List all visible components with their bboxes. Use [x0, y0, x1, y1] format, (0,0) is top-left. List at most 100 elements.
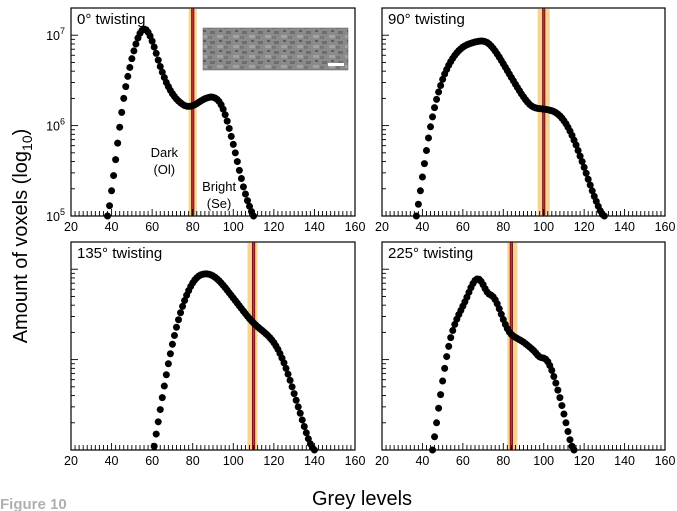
panel-title: 135° twisting [77, 245, 162, 262]
data-point [110, 172, 118, 180]
data-point [170, 331, 178, 339]
data-point [418, 173, 426, 181]
panel-225-twisting: 20 40 60 80 100 120 140 160 225° twisting [375, 241, 676, 468]
data-point [132, 40, 140, 48]
data-point [156, 63, 164, 71]
data-point [443, 353, 451, 361]
data-point [578, 158, 586, 166]
data-point [280, 359, 288, 367]
x-tick-label: 140 [304, 220, 325, 234]
y-axis-title-close: ) [10, 129, 32, 136]
x-tick-label: 140 [304, 454, 325, 468]
data-point [233, 158, 241, 166]
data-point [564, 428, 572, 436]
data-point [223, 117, 231, 125]
data-point [124, 72, 132, 80]
x-tick-label: 120 [263, 454, 284, 468]
y-axis-title: Amount of voxels (log10) [10, 129, 35, 344]
panel-title: 0° twisting [77, 11, 146, 28]
data-point [112, 156, 120, 164]
x-tick-label: 100 [533, 454, 554, 468]
phase-annotation: Dark (Ol) [151, 145, 179, 177]
data-point [235, 166, 243, 174]
x-tick-label: 80 [186, 454, 200, 468]
data-point [580, 163, 588, 171]
data-point [128, 55, 136, 63]
x-tick-label: 100 [533, 220, 554, 234]
data-point [168, 340, 176, 348]
data-point [449, 326, 457, 334]
data-point [574, 147, 582, 155]
data-point [445, 342, 453, 350]
x-tick-label: 100 [223, 454, 244, 468]
data-point [126, 63, 134, 71]
x-tick-label: 40 [415, 454, 429, 468]
data-point [286, 376, 294, 384]
x-tick-label: 80 [496, 454, 510, 468]
y-tick-label: 106 [46, 117, 65, 134]
data-point [292, 396, 300, 404]
data-point [164, 360, 172, 368]
data-point [229, 140, 237, 148]
data-point [566, 436, 574, 444]
data-point [560, 410, 568, 418]
data-point [554, 386, 562, 394]
x-tick-label: 140 [614, 454, 635, 468]
x-tick-label: 40 [105, 220, 119, 234]
data-point [497, 310, 505, 318]
data-point [439, 377, 447, 385]
data-point [175, 316, 183, 324]
phase-annotation: Bright (Se) [202, 179, 236, 211]
data-point [154, 56, 162, 64]
data-point [158, 394, 166, 402]
data-point [427, 123, 435, 131]
data-point [116, 123, 124, 131]
data-point [447, 334, 455, 342]
panel-title: 225° twisting [388, 245, 473, 262]
x-tick-label: 160 [655, 454, 676, 468]
data-point [431, 433, 439, 441]
data-point [298, 416, 306, 424]
data-point [582, 169, 590, 177]
data-point [558, 402, 566, 410]
data-point [108, 187, 116, 195]
inset-scale-bar [328, 63, 344, 66]
inset-micrograph [202, 27, 349, 71]
data-point [221, 111, 229, 119]
data-point [431, 104, 439, 112]
panel-90-twisting: 20 40 60 80 100 120 140 160 90° twisting [375, 7, 675, 234]
x-tick-label: 100 [223, 220, 244, 234]
data-point [130, 47, 138, 55]
x-tick-label: 20 [375, 220, 389, 234]
x-tick-label: 160 [345, 454, 366, 468]
x-axis-title: Grey levels [312, 488, 412, 510]
data-point [433, 95, 441, 103]
data-point [451, 320, 459, 328]
data-point [241, 190, 249, 198]
data-point [416, 187, 424, 195]
plot-frame [381, 7, 666, 217]
data-point [172, 323, 180, 331]
data-point [284, 370, 292, 378]
x-tick-label: 60 [456, 454, 470, 468]
data-point [584, 175, 592, 183]
x-tick-label: 160 [345, 220, 366, 234]
x-tick-label: 120 [574, 454, 595, 468]
data-point [420, 160, 428, 168]
data-point [300, 422, 308, 430]
data-point [243, 197, 251, 205]
x-tick-label: 20 [375, 454, 389, 468]
data-point [181, 297, 189, 305]
data-point [441, 364, 449, 372]
data-point [433, 419, 441, 427]
data-point [572, 141, 580, 149]
data-point [237, 174, 245, 182]
data-point [439, 75, 447, 83]
data-point [495, 305, 503, 313]
data-point [120, 94, 128, 102]
x-tick-label: 120 [263, 220, 284, 234]
data-point [552, 379, 560, 387]
data-point [160, 382, 168, 390]
x-tick-label: 20 [64, 454, 78, 468]
